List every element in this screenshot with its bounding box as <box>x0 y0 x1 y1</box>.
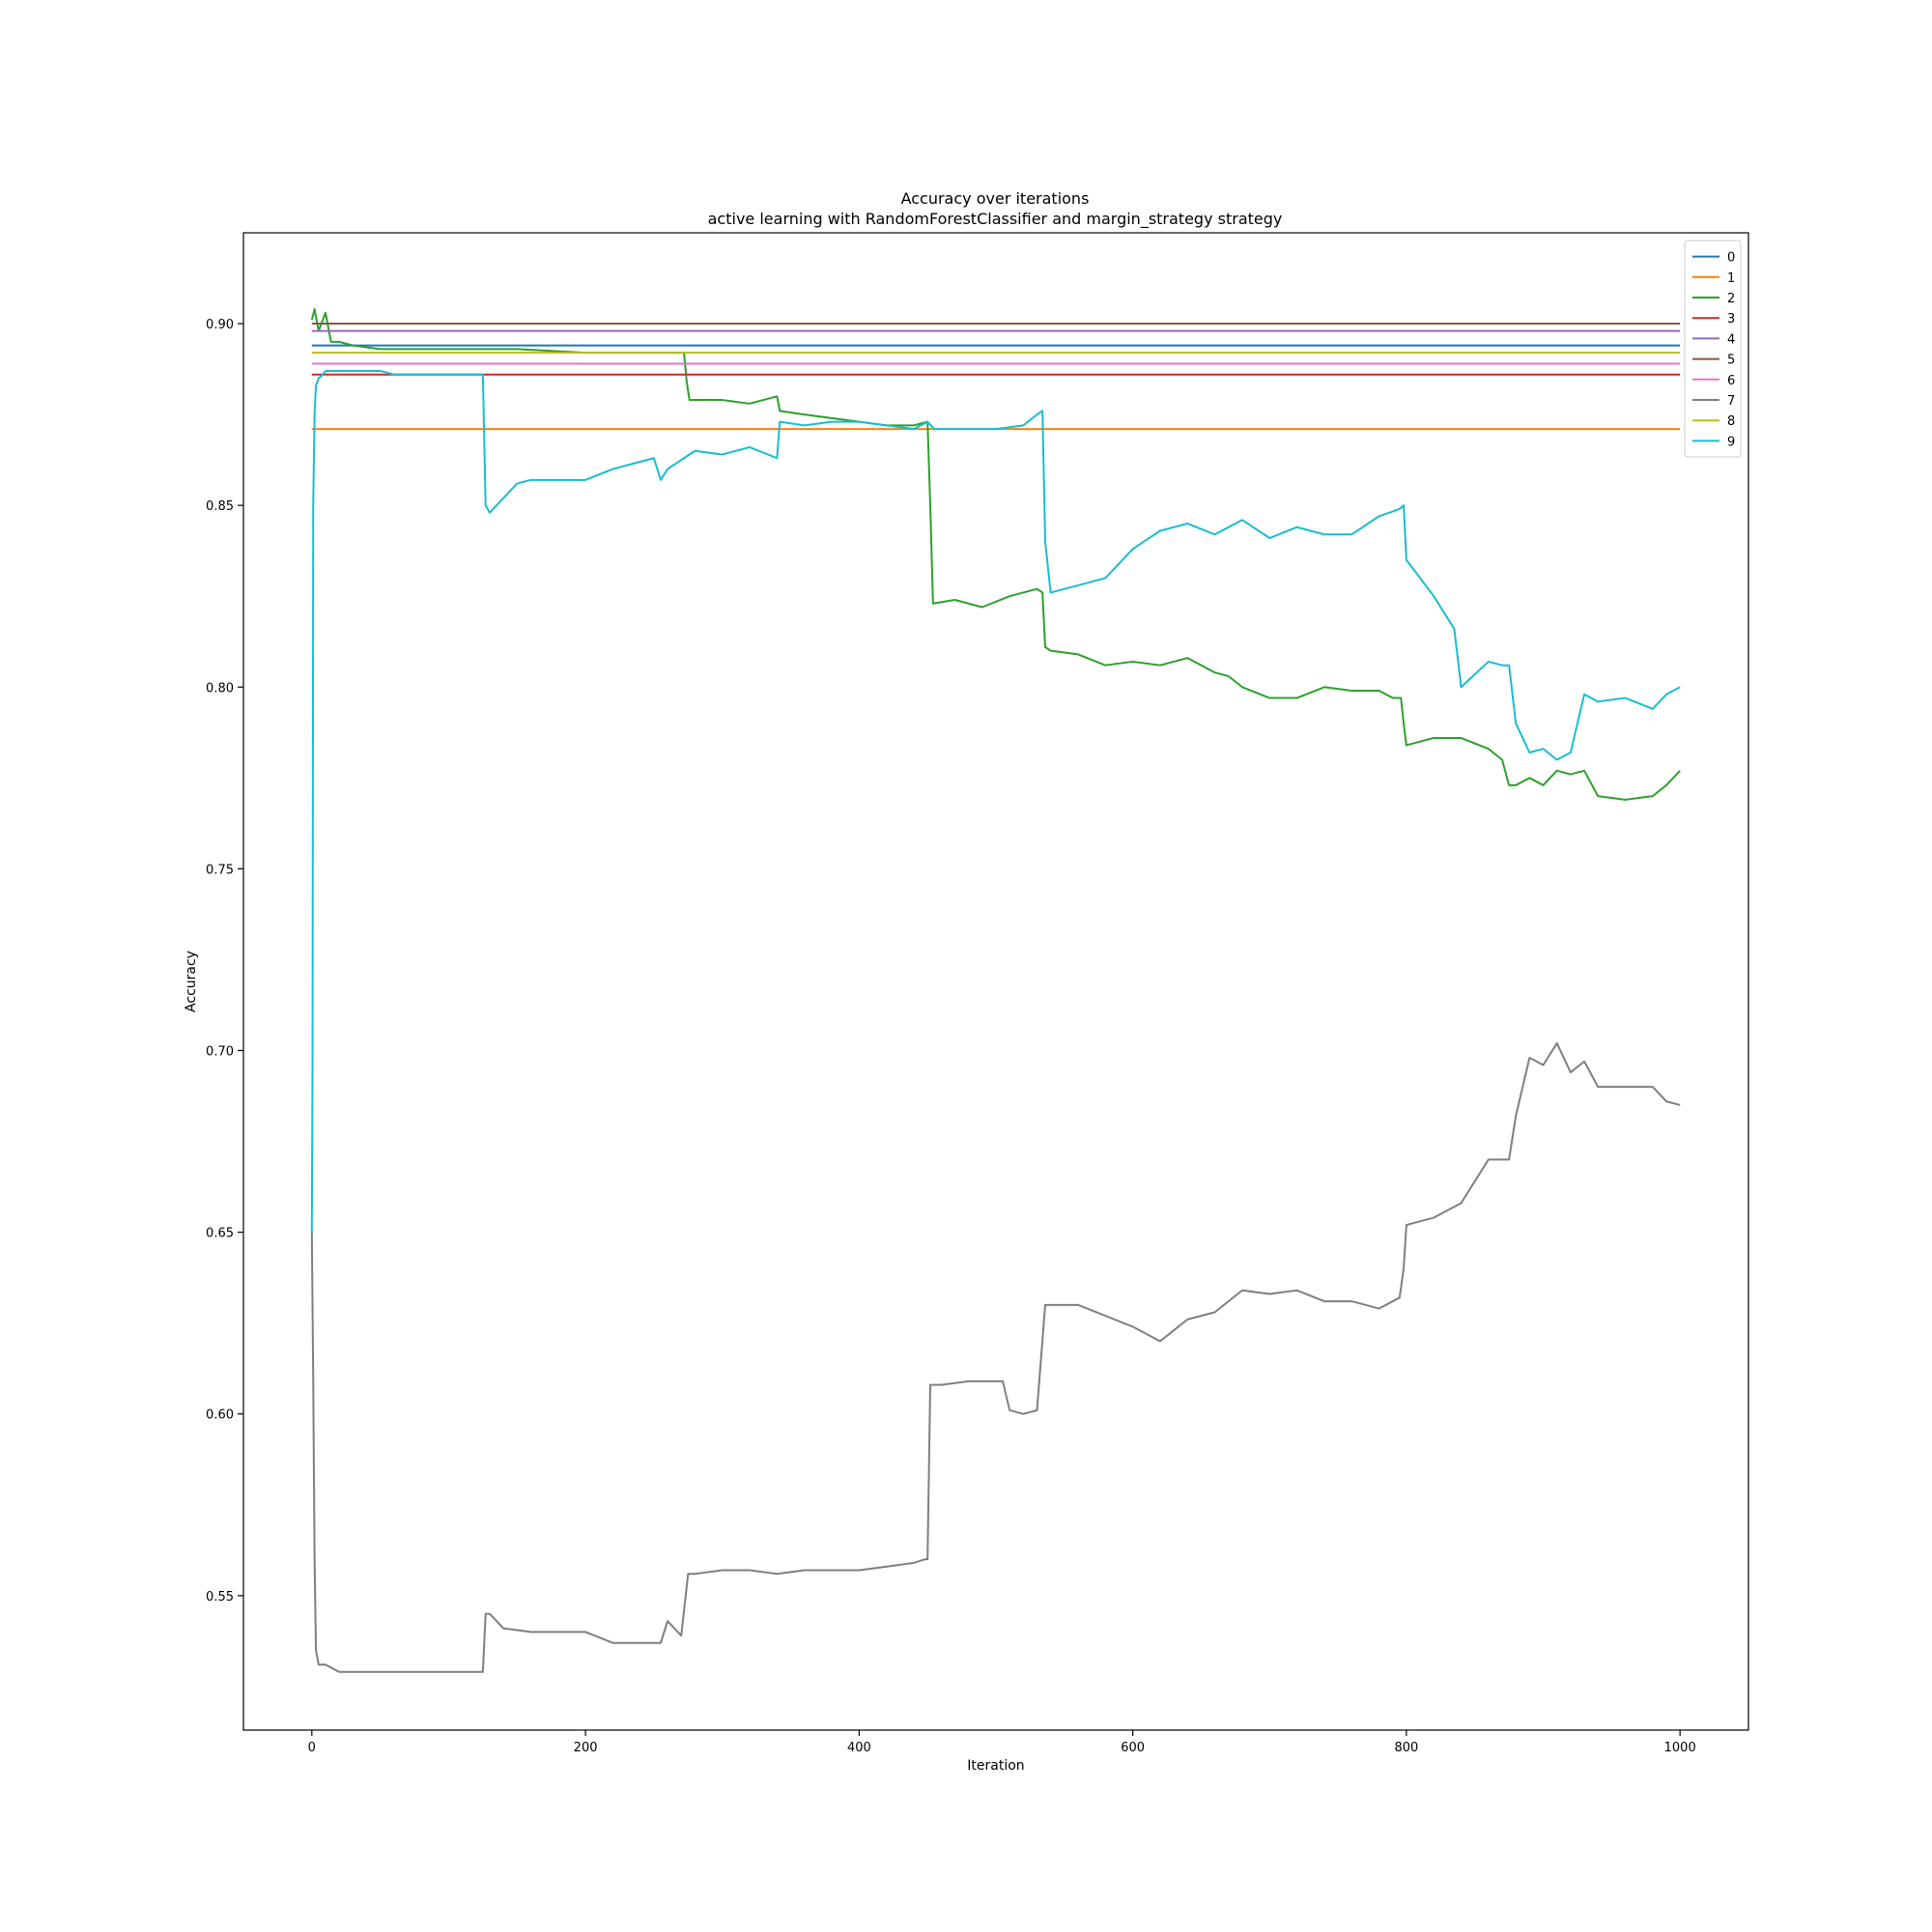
x-tick-label: 0 <box>308 1741 316 1755</box>
legend-box <box>1684 240 1742 458</box>
series-line-7 <box>310 1041 1681 1673</box>
legend-label-5: 5 <box>1727 354 1735 368</box>
y-tick-label: 0.75 <box>206 863 234 877</box>
y-tick-label: 0.85 <box>206 499 234 514</box>
x-tick-label: 200 <box>574 1741 598 1755</box>
series-line-2 <box>310 308 1681 801</box>
x-tick-label: 800 <box>1394 1741 1418 1755</box>
y-axis-label: Accuracy <box>184 951 199 1012</box>
y-tick-label: 0.80 <box>206 681 234 696</box>
plot-frame <box>242 232 1749 1731</box>
y-tick-label: 0.65 <box>206 1227 234 1241</box>
chart-title: Accuracy over iterations <box>901 189 1090 208</box>
legend-label-3: 3 <box>1727 312 1735 327</box>
y-tick-label: 0.70 <box>206 1044 234 1059</box>
legend-label-4: 4 <box>1727 332 1735 347</box>
legend-label-6: 6 <box>1727 374 1735 388</box>
series-layer <box>310 308 1681 1673</box>
x-tick-label: 600 <box>1121 1741 1145 1755</box>
y-tick-label: 0.60 <box>206 1408 234 1423</box>
legend-label-7: 7 <box>1727 394 1735 409</box>
legend-label-1: 1 <box>1727 271 1735 286</box>
legend-label-0: 0 <box>1727 251 1735 266</box>
series-line-9 <box>310 369 1681 1233</box>
y-tick-label: 0.90 <box>206 318 234 332</box>
legend-label-2: 2 <box>1727 292 1735 306</box>
legend-label-9: 9 <box>1727 435 1735 449</box>
legend: 0 1 2 3 4 5 6 7 8 9 <box>1684 240 1742 458</box>
x-tick-label: 400 <box>847 1741 871 1755</box>
y-tick-label: 0.55 <box>206 1590 234 1605</box>
chart-subtitle: active learning with RandomForestClassif… <box>708 210 1283 229</box>
y-axis-ticks: 0.55 0.60 0.65 0.70 0.75 0.80 0.85 0.90 <box>206 318 243 1605</box>
x-tick-label: 1000 <box>1664 1741 1696 1755</box>
x-axis-ticks: 0 200 400 600 800 1000 <box>308 1730 1696 1755</box>
x-axis-label: Iteration <box>967 1758 1024 1774</box>
legend-label-8: 8 <box>1727 414 1735 429</box>
